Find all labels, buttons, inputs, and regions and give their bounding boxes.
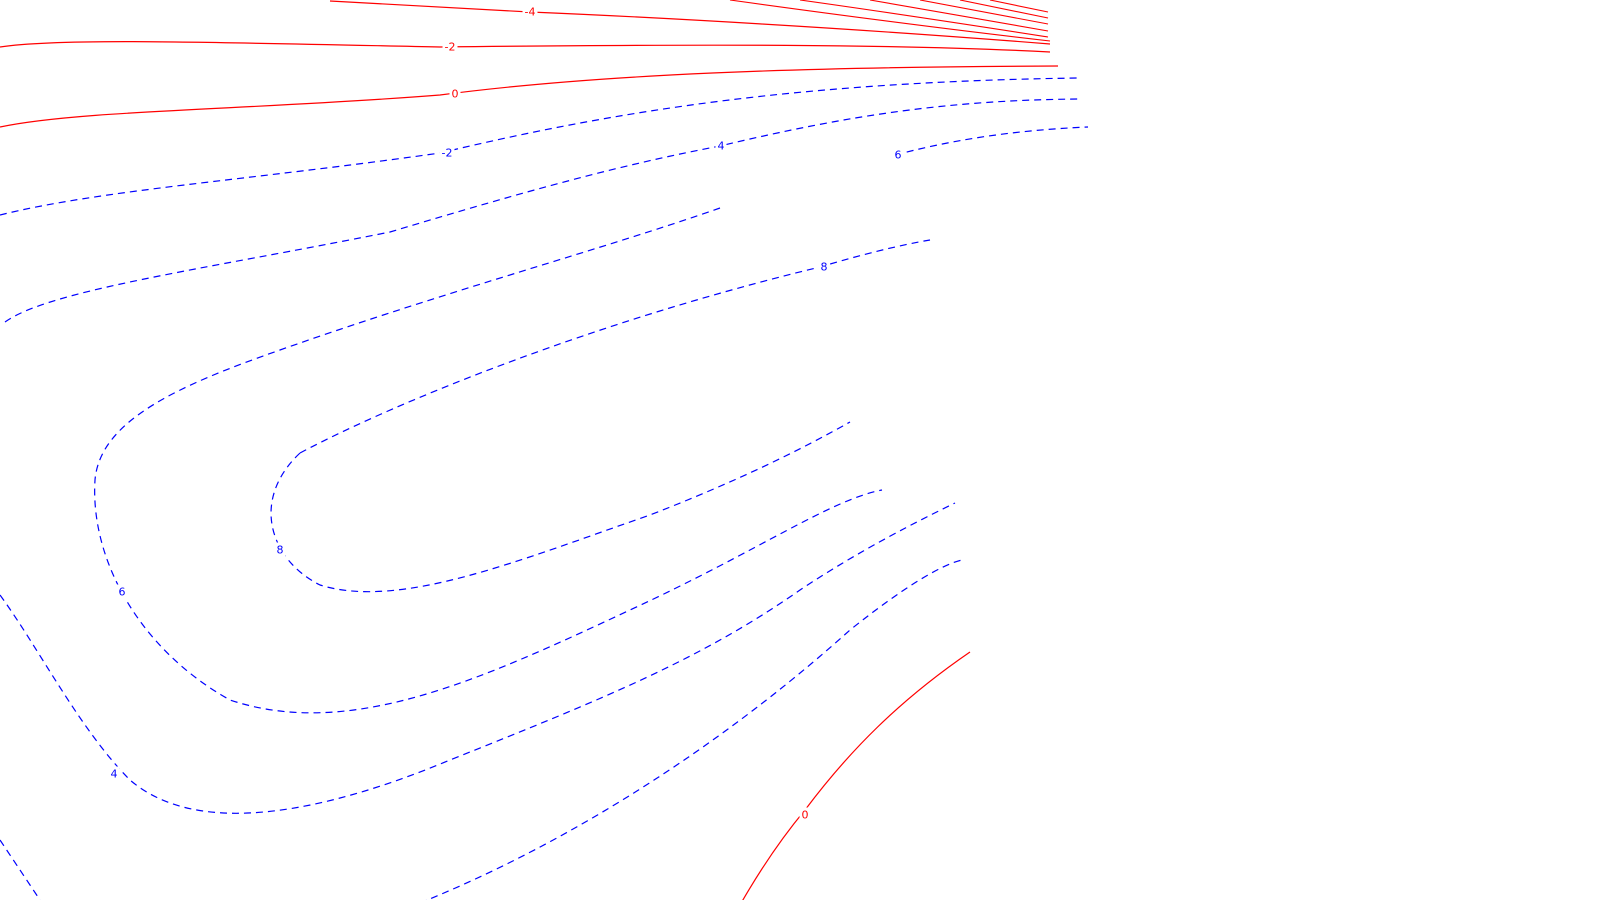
fan-line-3 (919, 0, 1049, 25)
contour-label-pos8-upper: 8 (821, 261, 828, 274)
fan-line-2 (959, 0, 1049, 19)
label-mask (274, 542, 286, 558)
label-mask (799, 807, 811, 823)
contour-label-neg4: -4 (525, 6, 536, 19)
contour-line-pos4-lower (0, 502, 956, 814)
contour-label-pos4-top: 4 (718, 140, 725, 153)
contour-line-pos2-top (0, 77, 1079, 216)
contour-line-pos2-lower (0, 559, 963, 900)
label-mask (116, 584, 128, 600)
contour-line-pos6-loop (94, 207, 883, 714)
contour-line-neg4 (329, 0, 1051, 45)
contour-label-pos4-lower: 4 (111, 768, 118, 781)
contour-line-0-top (0, 65, 1059, 128)
label-mask (818, 259, 830, 275)
contour-line-pos8-upper (299, 239, 931, 454)
contour-line-pos4-top (4, 98, 1081, 323)
label-mask (522, 4, 538, 20)
contour-label-pos6-loop: 6 (119, 586, 126, 599)
contour-label-pos8-loop: 8 (277, 544, 284, 557)
contour-label-pos2-top: -2 (442, 147, 453, 160)
contour-label-0-top: 0 (452, 88, 459, 101)
fan-line-5 (799, 0, 1049, 38)
fan-line-6 (729, 0, 1051, 42)
label-mask (715, 138, 727, 154)
fan-line-4 (869, 0, 1049, 32)
contour-line-neg2 (0, 41, 1051, 53)
contour-label-0-lower: 0 (802, 809, 809, 822)
label-mask (449, 86, 461, 102)
label-mask (442, 39, 458, 55)
contour-line-pos6-upper (894, 126, 1089, 156)
fan-line-1 (989, 0, 1049, 13)
upper-fan-lines (729, 0, 1051, 42)
label-mask (439, 145, 455, 161)
label-mask (108, 766, 120, 782)
contour-line-pos8-loop (270, 421, 851, 593)
label-mask (892, 147, 904, 163)
contour-label-neg2: -2 (445, 41, 456, 54)
contour-label-pos6-upper: 6 (895, 149, 902, 162)
contour-line-0-lower (742, 651, 971, 900)
